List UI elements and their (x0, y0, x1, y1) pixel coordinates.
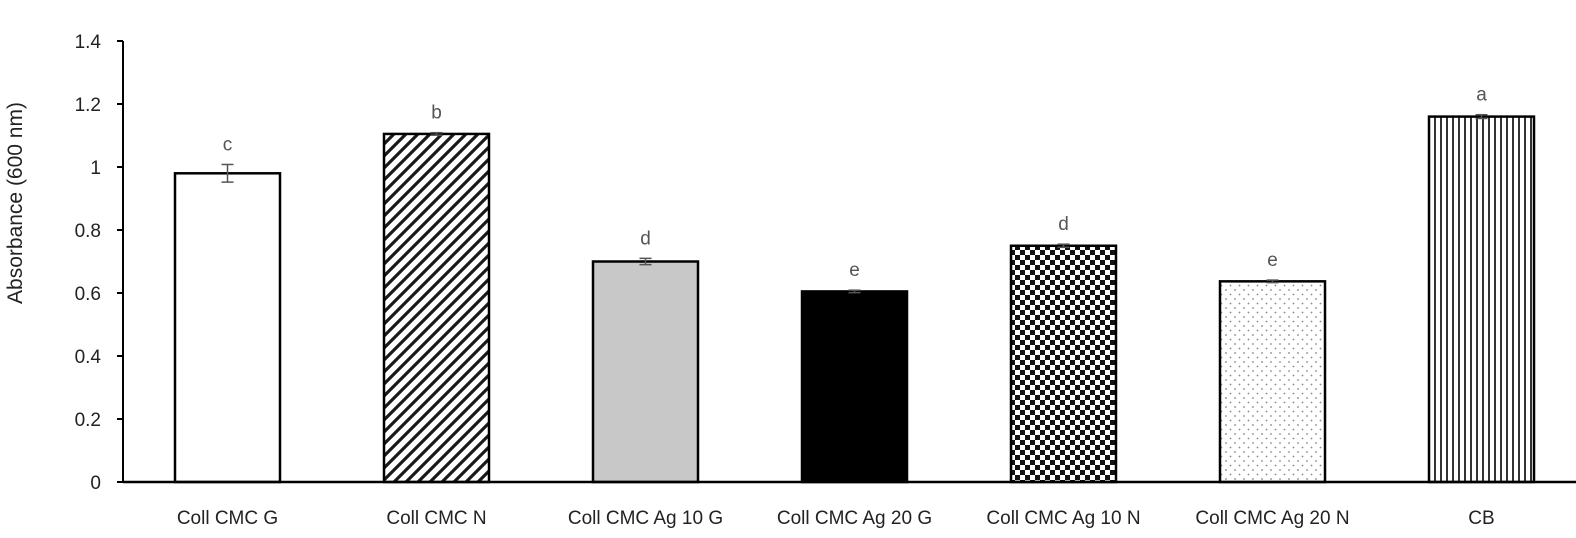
significance-letter: d (640, 228, 651, 249)
x-category-label: Coll CMC G (177, 508, 278, 529)
y-axis-title: Absorbance (600 nm) (4, 102, 27, 304)
x-category-label: Coll CMC Ag 20 N (1195, 508, 1349, 529)
error-bar (430, 131, 443, 136)
error-bar (221, 163, 234, 183)
significance-letter: e (1267, 250, 1278, 271)
y-tick-label: 0.6 (75, 284, 101, 305)
bar (1218, 280, 1327, 484)
error-bar (1475, 113, 1488, 120)
significance-letter: d (1058, 214, 1069, 235)
bar (591, 260, 700, 484)
x-category-label: CB (1468, 508, 1494, 529)
bar (173, 172, 282, 484)
y-tick-label: 0.2 (75, 410, 101, 431)
y-tick-label: 0.4 (75, 347, 102, 368)
category-labels-group: Coll CMC G Coll CMC N Coll CMC Ag 10 G Coll… (177, 508, 1495, 529)
y-tick-label: 1 (90, 158, 101, 179)
error-bar (1266, 279, 1279, 284)
significance-letter: b (431, 103, 442, 124)
x-category-label: Coll CMC Ag 20 G (777, 508, 932, 529)
error-bar (639, 257, 652, 266)
y-axis-ticks: 0 0.2 0.4 0.6 0.8 1 1.2 1.4 (75, 32, 123, 494)
y-tick-label: 1.2 (75, 95, 101, 116)
bar (1009, 244, 1118, 484)
y-tick-label: 0.8 (75, 221, 101, 242)
bar (1427, 115, 1536, 484)
significance-labels-group: c b d e d e a (223, 85, 1487, 281)
significance-letter: c (223, 134, 233, 155)
significance-letter: e (849, 260, 860, 281)
bar (382, 132, 491, 484)
x-category-label: Coll CMC Ag 10 N (986, 508, 1140, 529)
x-category-label: Coll CMC Ag 10 G (568, 508, 723, 529)
error-bar (848, 289, 861, 294)
x-category-label: Coll CMC N (386, 508, 486, 529)
bar (800, 290, 909, 484)
y-tick-label: 0 (90, 473, 101, 494)
y-tick-label: 1.4 (75, 32, 102, 53)
error-bar (1057, 243, 1070, 249)
error-bars-group (221, 113, 1488, 294)
significance-letter: a (1476, 85, 1487, 106)
bars-group (173, 115, 1536, 484)
